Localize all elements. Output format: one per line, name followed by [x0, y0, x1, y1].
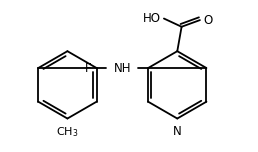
- Text: NH: NH: [114, 62, 131, 74]
- Text: F: F: [85, 62, 91, 74]
- Text: CH$_3$: CH$_3$: [56, 125, 79, 138]
- Text: N: N: [173, 125, 182, 138]
- Text: O: O: [204, 14, 213, 27]
- Text: HO: HO: [142, 12, 160, 25]
